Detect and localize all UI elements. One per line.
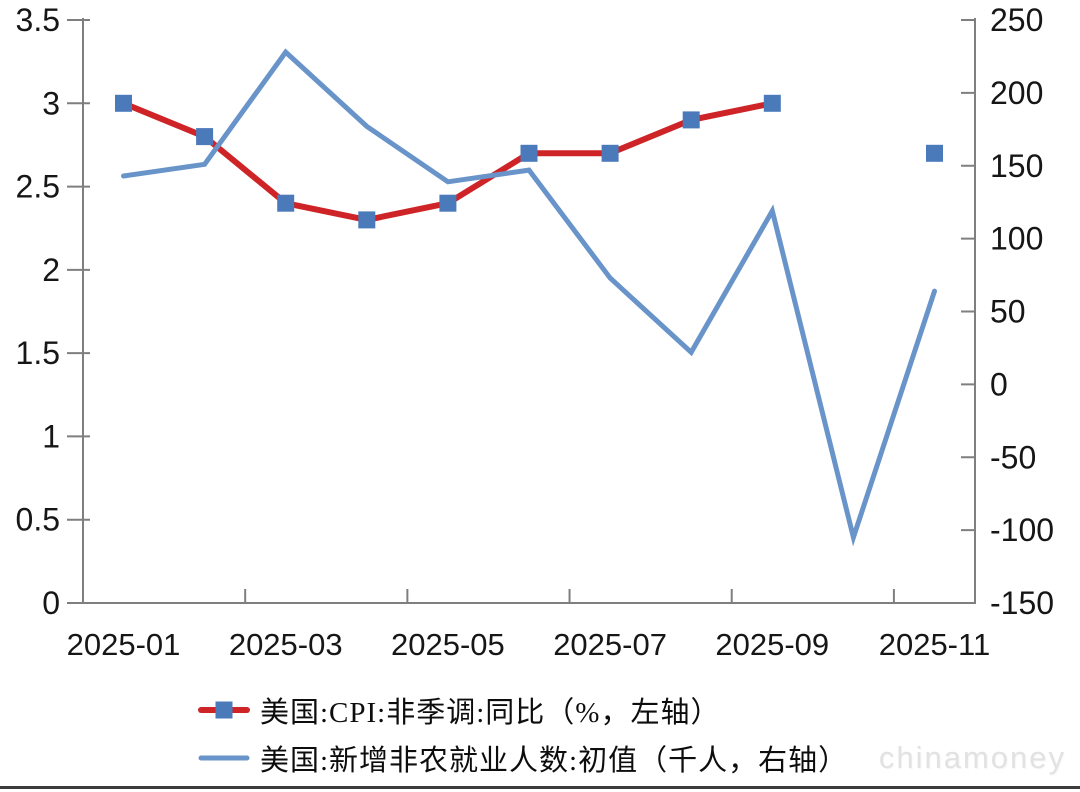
watermark: chinamoney	[878, 740, 1066, 775]
right-axis-tick-label: 200	[990, 75, 1043, 111]
right-axis-tick-label: 50	[990, 294, 1026, 330]
cpi-marker	[520, 144, 538, 162]
right-axis-tick-label: 0	[990, 366, 1008, 402]
legend-item-nfp: 美国:新增非农就业人数:初值（千人，右轴）	[198, 736, 848, 780]
right-axis-tick-label: 250	[990, 2, 1043, 38]
right-axis-tick-label: 100	[990, 221, 1043, 257]
x-axis-tick-label: 2025-03	[229, 627, 343, 662]
left-axis-tick-label: 0.5	[16, 502, 60, 538]
cpi-marker	[601, 144, 619, 162]
cpi-marker	[115, 94, 132, 112]
right-axis-tick-label: -150	[990, 585, 1054, 621]
chart-legend: 美国:CPI:非季调:同比（%，左轴） 美国:新增非农就业人数:初值（千人，右轴…	[198, 688, 848, 780]
left-axis-tick-label: 0	[42, 585, 60, 621]
x-axis-tick-label: 2025-01	[67, 627, 181, 662]
left-axis-tick-label: 2.5	[16, 169, 60, 205]
cpi-marker	[277, 194, 295, 212]
left-axis-tick-label: 3.5	[16, 2, 60, 38]
left-axis-tick-label: 3	[42, 85, 60, 121]
x-axis-tick-label: 2025-09	[715, 627, 829, 662]
cpi-marker	[196, 128, 214, 146]
cpi-marker	[439, 194, 457, 212]
cpi-marker	[763, 94, 781, 112]
left-axis-tick-label: 1	[42, 418, 60, 454]
x-axis-tick-label: 2025-07	[553, 627, 667, 662]
cpi-marker	[926, 144, 943, 162]
right-axis-tick-label: 150	[990, 148, 1043, 184]
right-axis-tick-label: -100	[990, 512, 1054, 548]
legend-label-cpi: 美国:CPI:非季调:同比（%，左轴）	[260, 697, 721, 729]
x-axis-tick-label: 2025-11	[879, 627, 990, 662]
cpi-marker	[358, 211, 376, 229]
cpi-line-swatch-icon	[198, 699, 250, 721]
legend-item-cpi: 美国:CPI:非季调:同比（%，左轴）	[198, 688, 848, 732]
right-axis-tick-label: -50	[990, 439, 1036, 475]
x-axis-tick-label: 2025-05	[391, 627, 505, 662]
bottom-divider	[0, 786, 1080, 789]
legend-label-nfp: 美国:新增非农就业人数:初值（千人，右轴）	[260, 745, 849, 777]
left-axis-tick-label: 1.5	[16, 335, 60, 371]
nfp-line-swatch-icon	[198, 747, 250, 769]
chart-plot: 3.5 3 2.5 2 1.5 1 0.5 0 250 200 150 100 50 0 -50 -100 -1…	[16, 2, 1055, 662]
left-axis-tick-label: 2	[42, 252, 60, 288]
cpi-marker	[682, 111, 700, 129]
nfp-line	[121, 48, 937, 547]
